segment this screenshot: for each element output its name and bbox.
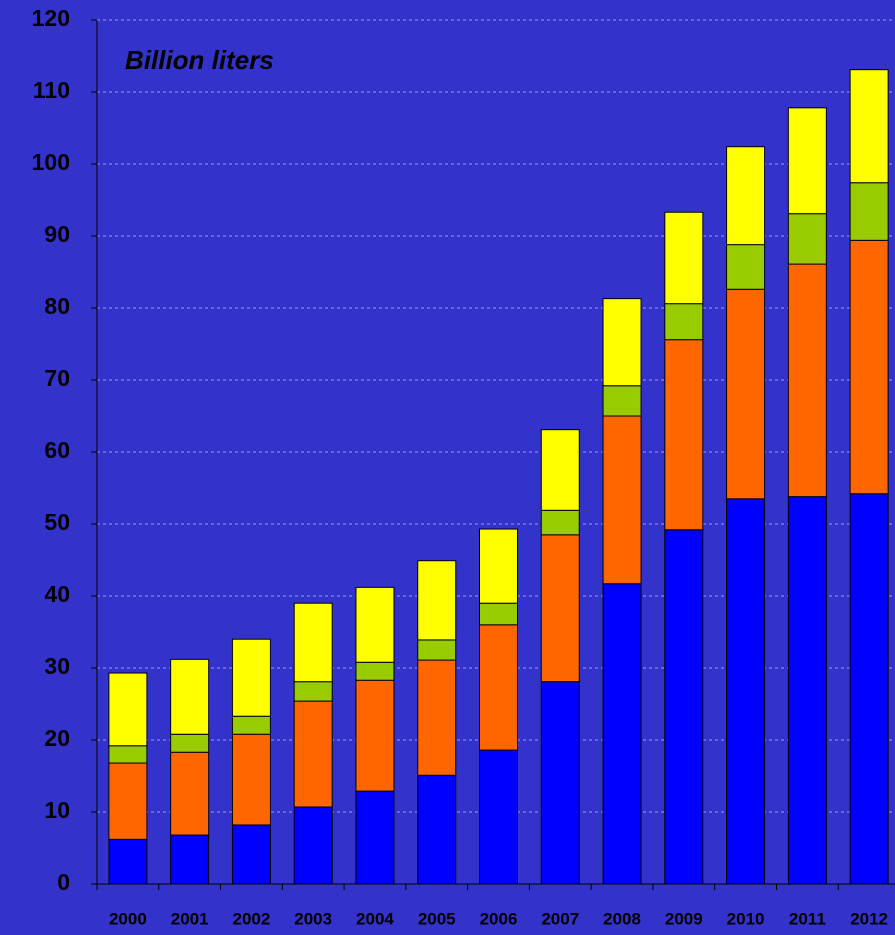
x-tick-label: 2003 xyxy=(294,909,332,928)
y-tick-label: 100 xyxy=(32,149,70,175)
bar-segment xyxy=(170,733,210,753)
bar-segment xyxy=(355,661,395,681)
y-tick-label: 110 xyxy=(33,77,70,103)
bar-segment xyxy=(602,298,642,387)
bar-segment xyxy=(726,498,766,885)
bar-segment xyxy=(540,534,580,683)
x-tick-label: 2002 xyxy=(233,909,271,928)
bar-segment xyxy=(479,749,518,885)
bar-segment xyxy=(355,679,395,792)
bar-segment xyxy=(787,213,827,265)
y-tick-label: 80 xyxy=(44,293,70,319)
bar-segment xyxy=(726,244,766,290)
x-tick-label: 2012 xyxy=(850,909,888,928)
bar-segment xyxy=(170,834,210,885)
bar-segment xyxy=(170,658,210,735)
bar-segment xyxy=(231,638,271,717)
bar-segment xyxy=(664,211,704,305)
y-tick-label: 20 xyxy=(44,725,70,751)
bar-segment xyxy=(540,509,580,536)
x-tick-label: 2001 xyxy=(171,909,209,928)
bar-segment xyxy=(479,528,518,604)
bar-segment xyxy=(602,415,642,585)
bar-segment xyxy=(417,639,457,661)
bar-segment xyxy=(849,182,889,241)
bar-segment xyxy=(540,429,580,511)
bar-segment xyxy=(108,762,148,840)
bar-segment xyxy=(293,806,333,885)
annotation: Billion liters xyxy=(125,45,274,75)
bar-segment xyxy=(108,672,148,747)
x-tick-label: 2004 xyxy=(356,909,394,928)
x-tick-label: 2007 xyxy=(541,909,579,928)
bar-segment xyxy=(602,385,642,417)
bar-segment xyxy=(108,838,148,885)
x-tick-label: 2008 xyxy=(603,909,641,928)
bar-segment xyxy=(355,790,395,885)
y-tick-label: 120 xyxy=(32,5,70,31)
y-tick-label: 90 xyxy=(44,221,70,247)
y-tick-label: 50 xyxy=(44,509,70,535)
bar-segment xyxy=(664,529,704,885)
bar-segment xyxy=(726,146,766,246)
bar-segment xyxy=(170,751,210,836)
bar-segment xyxy=(664,303,704,341)
bar-segment xyxy=(726,288,766,500)
y-tick-label: 60 xyxy=(44,437,70,463)
bar-segment xyxy=(849,493,889,885)
x-tick-label: 2000 xyxy=(109,909,147,928)
y-tick-label: 70 xyxy=(44,365,70,391)
bar-segment xyxy=(602,583,642,885)
x-tick-label: 2006 xyxy=(480,909,518,928)
x-tick-label: 2010 xyxy=(727,909,765,928)
x-tick-label: 2005 xyxy=(418,909,456,928)
bar-segment xyxy=(849,69,889,184)
x-tick-label: 2009 xyxy=(665,909,703,928)
y-tick-label: 40 xyxy=(44,581,70,607)
bar-segment xyxy=(479,624,518,751)
bar-segment xyxy=(417,774,457,885)
bar-segment xyxy=(787,107,827,215)
bar-segment xyxy=(787,263,827,498)
bar-segment xyxy=(540,681,580,885)
bar-segment xyxy=(293,681,333,702)
bar-segment xyxy=(417,560,457,641)
bar-segment xyxy=(479,602,518,626)
x-tick-label: 2011 xyxy=(789,909,826,928)
y-tick-label: 30 xyxy=(44,653,70,679)
bar-segment xyxy=(231,733,271,826)
bar-segment xyxy=(231,824,271,885)
bar-segment xyxy=(108,745,148,764)
bar-segment xyxy=(664,339,704,531)
y-tick-label: 10 xyxy=(44,797,70,823)
bar-segment xyxy=(231,715,271,735)
bar-segment xyxy=(355,586,395,663)
bar-segment xyxy=(417,659,457,776)
bar-segment xyxy=(849,239,889,495)
bar-segment xyxy=(293,700,333,808)
bar-segment xyxy=(293,602,333,683)
bar-segment xyxy=(787,496,827,885)
y-tick-label: 0 xyxy=(57,869,70,895)
